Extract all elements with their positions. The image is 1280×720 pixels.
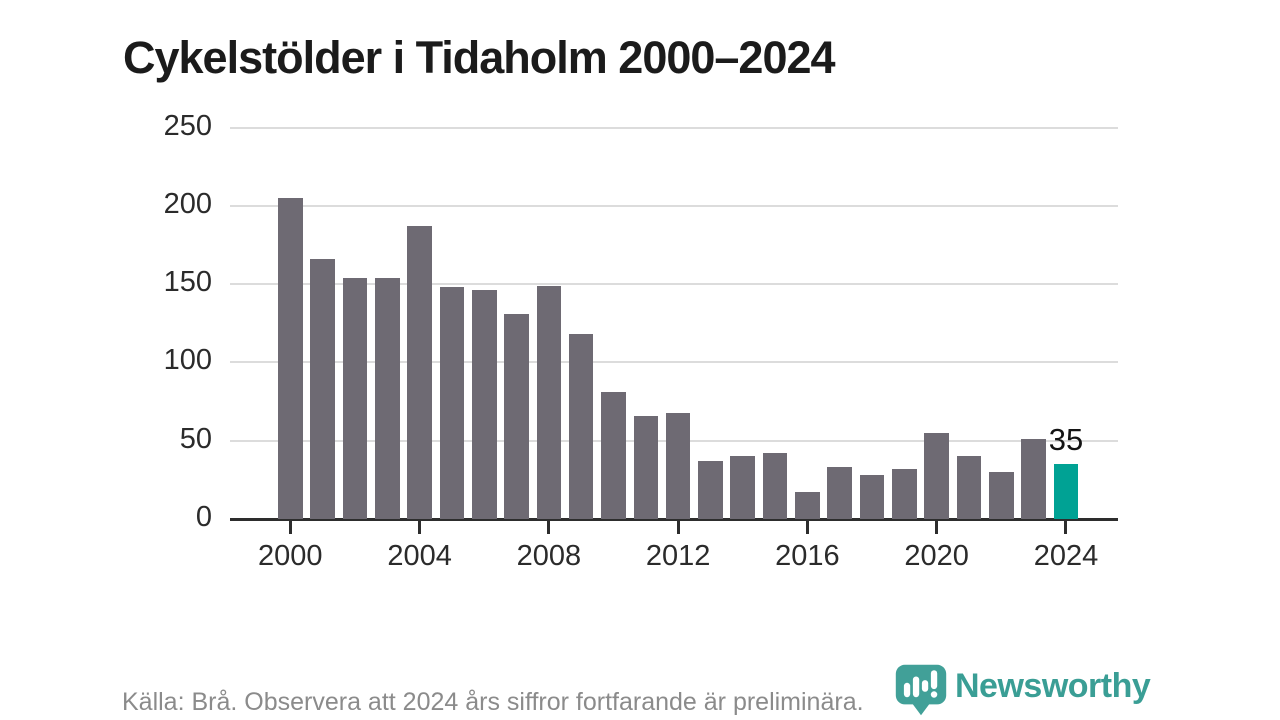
bar-chart: 35 0 50 100 150 200 250 2000 2004 2008 2012 2016 20… xyxy=(164,111,1118,572)
x-tick-label-2012: 2012 xyxy=(645,540,711,572)
y-tick-label-250: 250 xyxy=(163,109,212,142)
x-tick-2024 xyxy=(1064,521,1068,534)
bar-2001 xyxy=(310,259,335,519)
bar-2005 xyxy=(439,287,465,519)
bar-2006 xyxy=(471,290,497,519)
bar-2004 xyxy=(407,226,432,519)
y-tick-label-100: 100 xyxy=(163,344,212,377)
bar-2024 xyxy=(1053,464,1079,519)
newsworthy-logo-text: Newsworthy xyxy=(955,667,1151,705)
bar-value-label: 35 xyxy=(1048,422,1084,458)
bar-2021 xyxy=(956,456,982,519)
bar-2008 xyxy=(536,285,562,519)
x-tick-2016 xyxy=(805,521,809,534)
y-tick-label-200: 200 xyxy=(163,187,212,220)
bar-2000 xyxy=(278,197,303,519)
source-note: Källa: Brå. Observera att 2024 års siffr… xyxy=(122,688,864,716)
x-tick-label-2024: 2024 xyxy=(1033,540,1099,572)
y-gridline-100 xyxy=(230,361,1118,364)
x-tick-2004 xyxy=(418,521,422,534)
x-tick-label-2004: 2004 xyxy=(387,540,452,572)
x-tick-2008 xyxy=(547,521,551,534)
bar-2012 xyxy=(665,412,691,519)
bar-2022 xyxy=(989,472,1014,519)
x-tick-label-2008: 2008 xyxy=(516,540,582,572)
bar-2010 xyxy=(601,392,626,519)
x-tick-2020 xyxy=(935,521,939,534)
y-gridline-250 xyxy=(230,126,1118,129)
bar-2003 xyxy=(374,277,400,519)
newsworthy-logo: Newsworthy xyxy=(894,663,1151,717)
chart-title: Cykelstölder i Tidaholm 2000–2024 xyxy=(123,32,836,84)
y-gridline-150 xyxy=(230,283,1118,286)
bar-2009 xyxy=(568,334,594,519)
bar-2016 xyxy=(795,492,820,519)
y-gridline-200 xyxy=(230,204,1118,207)
bar-2013 xyxy=(698,461,723,519)
bar-2002 xyxy=(342,277,368,519)
y-tick-label-150: 150 xyxy=(163,266,212,299)
x-axis-line xyxy=(230,518,1118,521)
bar-2018 xyxy=(859,475,885,519)
newsworthy-bubble-chart-icon xyxy=(895,664,947,716)
bar-2011 xyxy=(633,415,659,519)
bar-2019 xyxy=(892,468,917,519)
bar-2023 xyxy=(1021,439,1046,519)
x-tick-2012 xyxy=(676,521,680,534)
bar-2020 xyxy=(924,432,949,519)
x-tick-2000 xyxy=(288,521,292,534)
x-tick-label-2000: 2000 xyxy=(258,540,323,572)
bar-2015 xyxy=(762,453,788,519)
bar-2007 xyxy=(504,313,529,519)
x-tick-label-2016: 2016 xyxy=(775,540,840,572)
y-tick-label-50: 50 xyxy=(179,422,212,455)
y-tick-label-0: 0 xyxy=(195,501,212,533)
bar-2014 xyxy=(730,456,756,519)
bar-2017 xyxy=(827,467,853,519)
x-tick-label-2020: 2020 xyxy=(904,540,969,572)
